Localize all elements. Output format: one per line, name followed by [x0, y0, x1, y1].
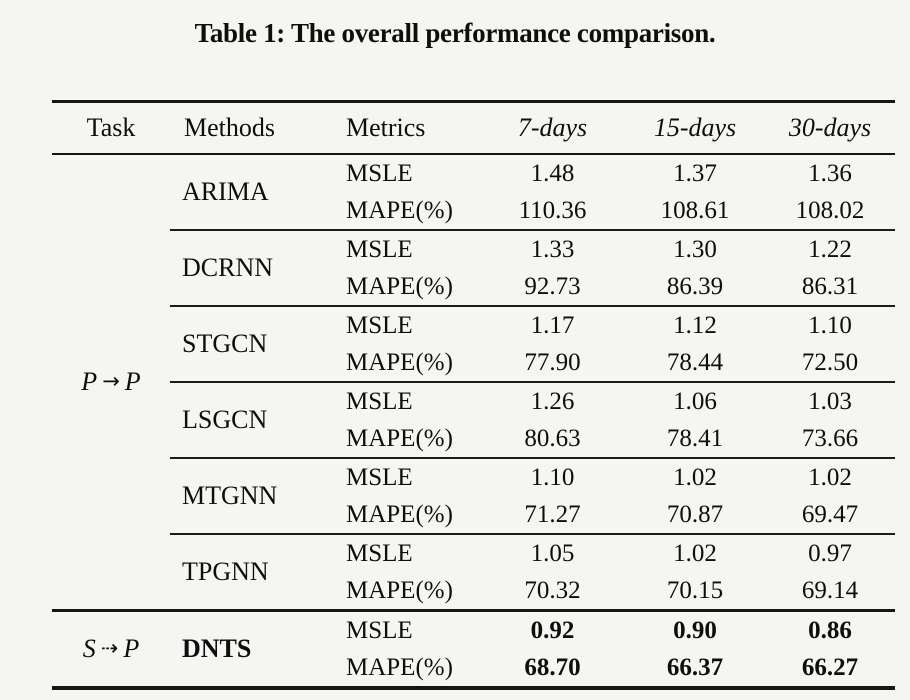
value-cell: 66.27 — [801, 653, 859, 681]
value-cell: 1.05 — [480, 533, 625, 572]
header-row: Task Methods Metrics 7-days 15-days 30-d… — [52, 103, 895, 155]
metric-label: MAPE(%) — [346, 272, 453, 300]
value-cell: 68.70 — [524, 653, 581, 681]
right-arrow-icon: → — [102, 369, 120, 393]
value-cell: 1.36 — [808, 159, 852, 187]
value-cell: 1.03 — [765, 381, 895, 420]
value-cell: 1.17 — [480, 305, 625, 344]
method-mtgnn: MTGNN — [170, 457, 330, 534]
value-cell: 1.06 — [625, 381, 765, 420]
value-cell: 1.48 — [530, 159, 575, 187]
table-row: MAPE(%) 80.63 78.41 73.66 — [52, 420, 895, 458]
task-cell-s-to-p: S ⇢ P — [52, 609, 170, 686]
metric-label: MAPE(%) — [346, 576, 453, 604]
value-cell: 1.02 — [765, 457, 895, 496]
metric-label: MSLE — [330, 229, 480, 268]
value-cell: 70.32 — [524, 576, 581, 604]
value-cell: 0.92 — [480, 609, 625, 649]
metric-label: MSLE — [330, 533, 480, 572]
value-cell: 0.97 — [765, 533, 895, 572]
value-cell: 1.10 — [765, 305, 895, 344]
value-cell: 86.31 — [801, 272, 859, 300]
value-cell: 86.39 — [666, 272, 724, 300]
value-cell: 1.02 — [625, 457, 765, 496]
header-metrics: Metrics — [330, 103, 480, 155]
value-cell: 1.26 — [480, 381, 625, 420]
value-cell: 70.15 — [666, 576, 724, 604]
metric-label: MAPE(%) — [346, 348, 453, 376]
table-row: MAPE(%) 68.70 66.37 66.27 — [52, 649, 895, 686]
header-task: Task — [52, 103, 170, 155]
method-dcrnn: DCRNN — [170, 229, 330, 306]
header-15-days: 15-days — [625, 103, 765, 155]
dashed-right-arrow-icon: ⇢ — [100, 636, 119, 660]
value-cell: 1.33 — [480, 229, 625, 268]
metric-label: MSLE — [330, 457, 480, 496]
table-row: MAPE(%) 77.90 78.44 72.50 — [52, 344, 895, 382]
method-stgcn: STGCN — [170, 305, 330, 382]
value-cell: 108.61 — [660, 196, 730, 224]
metric-label: MAPE(%) — [346, 196, 453, 224]
value-cell: 1.30 — [625, 229, 765, 268]
table-row: TPGNN MSLE 1.05 1.02 0.97 — [52, 533, 895, 611]
metric-label: MAPE(%) — [346, 653, 453, 681]
task-target: P — [124, 367, 141, 396]
table-frame: Task Methods Metrics 7-days 15-days 30-d… — [52, 100, 895, 690]
metric-label: MAPE(%) — [346, 424, 453, 452]
task-source: S — [82, 634, 96, 663]
value-cell: 0.90 — [625, 609, 765, 649]
value-cell: 1.02 — [625, 533, 765, 572]
metric-label: MSLE — [330, 381, 480, 420]
header-methods: Methods — [170, 103, 330, 155]
task-source: P — [81, 367, 98, 396]
table-row: LSGCN MSLE 1.26 1.06 1.03 — [52, 381, 895, 458]
value-cell: 92.73 — [524, 272, 581, 300]
value-cell: 73.66 — [801, 424, 859, 452]
value-cell: 110.36 — [518, 196, 587, 224]
table-row: MTGNN MSLE 1.10 1.02 1.02 — [52, 457, 895, 534]
value-cell: 77.90 — [524, 348, 581, 376]
table-row: STGCN MSLE 1.17 1.12 1.10 — [52, 305, 895, 382]
value-cell: 108.02 — [795, 196, 865, 224]
method-dnts: DNTS — [170, 609, 330, 686]
value-cell: 1.10 — [480, 457, 625, 496]
table-row: MAPE(%) 70.32 70.15 69.14 — [52, 572, 895, 611]
performance-table: Task Methods Metrics 7-days 15-days 30-d… — [52, 103, 895, 686]
table-row: S ⇢ P DNTS MSLE 0.92 0.90 0.86 — [52, 609, 895, 686]
value-cell: 78.41 — [666, 424, 724, 452]
table-row: DCRNN MSLE 1.33 1.30 1.22 — [52, 229, 895, 306]
value-cell: 1.37 — [673, 159, 717, 187]
value-cell: 78.44 — [666, 348, 724, 376]
value-cell: 69.14 — [801, 576, 859, 604]
header-7-days: 7-days — [480, 103, 625, 155]
task-target: P — [123, 634, 140, 663]
table-row: P → P ARIMA MSLE 1.48 1.37 1.36 — [52, 154, 895, 397]
value-cell: 0.86 — [765, 609, 895, 649]
value-cell: 70.87 — [666, 500, 724, 528]
method-tpgnn: TPGNN — [170, 533, 330, 611]
method-lsgcn: LSGCN — [170, 381, 330, 458]
method-arima: ARIMA — [182, 177, 269, 206]
header-30-days: 30-days — [765, 103, 895, 155]
value-cell: 1.12 — [625, 305, 765, 344]
metric-label: MSLE — [330, 609, 480, 649]
task-cell-p-to-p: P → P — [52, 154, 170, 611]
value-cell: 71.27 — [524, 500, 581, 528]
table-row: MAPE(%) 71.27 70.87 69.47 — [52, 496, 895, 534]
value-cell: 72.50 — [801, 348, 859, 376]
value-cell: 80.63 — [524, 424, 581, 452]
value-cell: 69.47 — [801, 500, 859, 528]
metric-label: MSLE — [346, 159, 413, 187]
table-caption: Table 1: The overall performance compari… — [194, 18, 716, 48]
metric-label: MSLE — [330, 305, 480, 344]
value-cell: 66.37 — [666, 653, 724, 681]
table-row: MAPE(%) 110.36 108.61 108.02 — [52, 192, 895, 230]
value-cell: 1.22 — [765, 229, 895, 268]
table-row: MAPE(%) 92.73 86.39 86.31 — [52, 268, 895, 306]
metric-label: MAPE(%) — [346, 500, 453, 528]
